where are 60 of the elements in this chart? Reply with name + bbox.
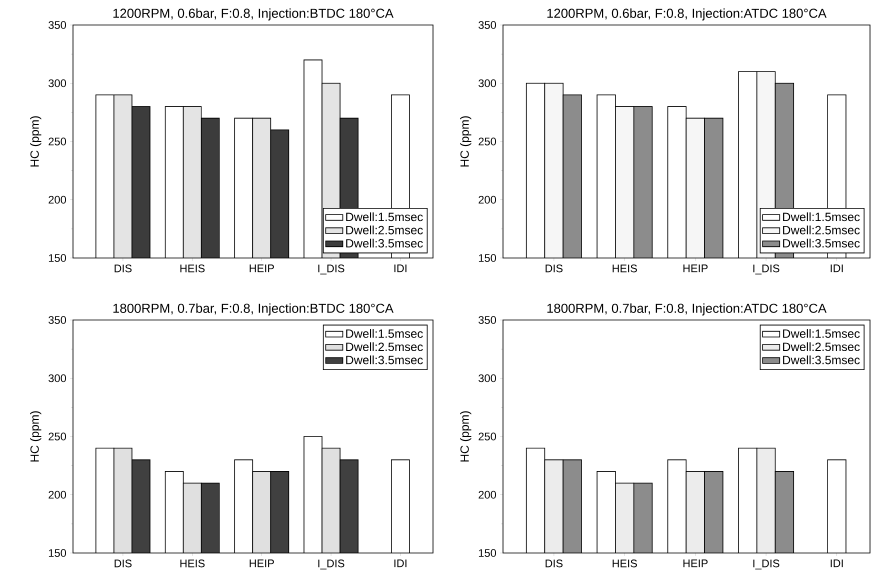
legend-label: Dwell:2.5msec (783, 226, 860, 234)
legend-label: Dwell:1.5msec (346, 212, 423, 222)
x-tick-label: DIS (546, 264, 563, 272)
x-tick-label: HEIP (683, 560, 708, 568)
chart-title: 1800RPM, 0.7bar, F:0.8, Injection:ATDC 180°CA (547, 303, 827, 316)
y-tick-label: 350 (478, 21, 496, 29)
y-tick-label: 300 (478, 374, 496, 382)
y-axis-title: HC (ppm) (460, 116, 472, 167)
legend-label: Dwell:2.5msec (783, 342, 860, 352)
y-tick-label: 150 (48, 549, 66, 557)
chart-title: 1200RPM, 0.6bar, F:0.8, Injection:BTDC 180°CA (113, 8, 394, 20)
x-tick-label: IDI (830, 560, 843, 568)
x-tick-label: HEIS (612, 560, 637, 568)
x-tick-label: I_DIS (318, 560, 344, 570)
y-tick-label: 200 (478, 196, 496, 204)
x-tick-label: I_DIS (318, 264, 344, 274)
y-tick-label: 200 (48, 490, 66, 499)
legend-label: Dwell:3.5msec (783, 355, 860, 364)
x-tick-label: HEIP (250, 560, 274, 568)
y-axis-title: HC (ppm) (30, 411, 42, 462)
legend-label: Dwell:3.5msec (346, 238, 423, 248)
y-axis-title: HC (ppm) (460, 411, 472, 462)
legend-label: Dwell:1.5msec (783, 212, 860, 222)
y-tick-label: 350 (48, 316, 66, 324)
x-tick-label: HEIS (180, 264, 205, 272)
chart-title: 1800RPM, 0.7bar, F:0.8, Injection:BTDC 180°CA (113, 303, 394, 316)
y-tick-label: 250 (48, 138, 66, 146)
y-tick-label: 350 (48, 21, 66, 29)
legend-label: Dwell:2.5msec (346, 342, 423, 352)
y-tick-label: 150 (478, 549, 496, 557)
x-tick-label: HEIP (250, 264, 274, 272)
y-tick-label: 250 (478, 138, 496, 146)
x-tick-label: HEIS (612, 264, 637, 272)
y-tick-label: 300 (48, 374, 66, 382)
y-tick-label: 150 (48, 254, 66, 262)
legend-label: Dwell:3.5msec (346, 355, 423, 364)
y-tick-label: 250 (48, 432, 66, 440)
y-tick-label: 300 (478, 79, 496, 88)
chart-title: 1200RPM, 0.6bar, F:0.8, Injection:ATDC 180°CA (547, 8, 827, 20)
legend-label: Dwell:1.5msec (783, 329, 860, 338)
x-tick-label: IDI (830, 264, 843, 272)
y-tick-label: 350 (478, 316, 496, 324)
y-tick-label: 150 (478, 254, 496, 262)
legend-label: Dwell:3.5msec (783, 238, 860, 248)
x-tick-label: DIS (114, 560, 132, 568)
legend-label: Dwell:1.5msec (346, 329, 423, 338)
x-tick-label: I_DIS (753, 560, 780, 570)
x-tick-label: DIS (546, 560, 563, 568)
y-tick-label: 200 (478, 490, 496, 499)
x-tick-label: IDI (394, 560, 406, 568)
legend-label: Dwell:2.5msec (346, 226, 423, 234)
x-tick-label: HEIP (683, 264, 708, 272)
x-tick-label: I_DIS (753, 264, 780, 274)
y-tick-label: 300 (48, 79, 66, 88)
y-axis-title: HC (ppm) (30, 116, 42, 167)
x-tick-label: DIS (114, 264, 132, 272)
y-tick-label: 250 (478, 432, 496, 440)
x-tick-label: IDI (394, 264, 406, 272)
x-tick-label: HEIS (180, 560, 205, 568)
y-tick-label: 200 (48, 196, 66, 204)
